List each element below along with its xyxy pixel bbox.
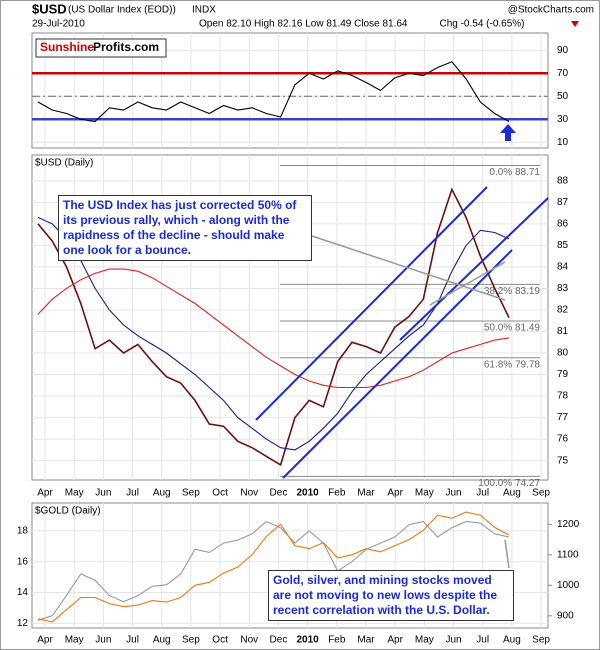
x-tick-label: Jun (445, 635, 461, 646)
down-triangle (571, 21, 579, 27)
y-tick-label: 70 (557, 68, 569, 79)
y-tick-label: 10 (557, 137, 569, 148)
x-tick-label: May (65, 488, 84, 499)
y2-tick-label: 1000 (557, 580, 580, 591)
pointer-line (311, 235, 506, 301)
series-line (37, 61, 510, 123)
y-tick-label: 88 (557, 175, 569, 186)
series-line (37, 268, 510, 389)
x-tick-label: May (415, 488, 434, 499)
fib-label: 38.2% 83.19 (484, 286, 541, 297)
y-tick-label: 79 (557, 369, 569, 380)
x-tick-label: Jun (445, 488, 461, 499)
x-tick-label: Sep (532, 488, 550, 499)
y-tick-label: 84 (557, 262, 569, 273)
x-tick-label: Mar (357, 635, 375, 646)
x-tick-label: Jun (95, 488, 111, 499)
series-line (37, 511, 510, 623)
pointer-line (429, 261, 506, 306)
y-tick-label: 75 (557, 455, 569, 466)
y-tick-label: 50 (557, 91, 569, 102)
y-tick-label: 83 (557, 283, 569, 294)
pointer-line (504, 539, 510, 569)
y-tick-label: 14 (17, 587, 29, 598)
y-tick-label: 85 (557, 240, 569, 251)
x-tick-label: 2010 (296, 488, 319, 499)
x-tick-label: May (415, 635, 434, 646)
series-line (37, 216, 510, 451)
change: Chg -0.54 (-0.65%) (439, 19, 524, 30)
trend-channel (399, 197, 549, 341)
x-tick-label: Feb (328, 635, 346, 646)
date: 29-Jul-2010 (32, 19, 85, 30)
x-tick-label: Aug (503, 635, 521, 646)
y-tick-label: 86 (557, 219, 569, 230)
x-tick-label: Aug (153, 635, 171, 646)
x-tick-label: Aug (503, 488, 521, 499)
y-tick-label: 77 (557, 412, 569, 423)
fib-label: 100.0% 74.27 (478, 478, 540, 489)
quote: Open 82.10 High 82.16 Low 81.49 Close 81… (199, 19, 408, 30)
logo-red: Sunshine (40, 40, 94, 54)
x-tick-label: Oct (212, 488, 228, 499)
trend-channel (282, 249, 513, 479)
x-tick-label: Dec (270, 488, 288, 499)
y-tick-label: 90 (557, 45, 569, 56)
x-tick-label: 2010 (296, 635, 319, 646)
panel-title: $USD (Daily) (35, 158, 93, 169)
x-tick-label: Apr (37, 488, 53, 499)
x-tick-label: Apr (387, 635, 403, 646)
source: @StockCharts.com (508, 5, 594, 16)
x-tick-label: Apr (37, 635, 53, 646)
y-tick-label: 18 (17, 525, 29, 536)
x-tick-label: Oct (212, 635, 228, 646)
x-tick-label: Mar (357, 488, 375, 499)
y2-tick-label: 1200 (557, 519, 580, 530)
x-tick-label: Sep (532, 635, 550, 646)
x-tick-label: Nov (240, 635, 258, 646)
gold-annotation: Gold, silver, and mining stocks moved ar… (268, 570, 514, 621)
y-tick-label: 82 (557, 305, 569, 316)
fib-label: 50.0% 81.49 (484, 323, 541, 334)
x-tick-label: Dec (270, 635, 288, 646)
x-tick-label: Sep (182, 488, 200, 499)
logo-box (35, 38, 167, 58)
x-tick-label: Sep (182, 635, 200, 646)
y-tick-label: 16 (17, 556, 29, 567)
x-tick-label: Apr (387, 488, 403, 499)
x-tick-label: Jul (126, 488, 139, 499)
x-tick-label: Jul (476, 488, 489, 499)
up-arrow (500, 124, 516, 141)
y-tick-label: 30 (557, 114, 569, 125)
index-name: (US Dollar Index (EOD)) (68, 5, 176, 16)
symbol: $USD (32, 1, 67, 16)
logo-black: Profits.com (93, 40, 159, 54)
panel-title: $GOLD (Daily) (35, 506, 101, 517)
x-tick-label: May (65, 635, 84, 646)
series-line (37, 187, 510, 467)
y2-tick-label: 1100 (557, 549, 579, 560)
fib-label: 61.8% 79.78 (484, 359, 541, 370)
y-tick-label: 78 (557, 391, 569, 402)
y-tick-label: 80 (557, 348, 569, 359)
x-tick-label: Feb (328, 488, 346, 499)
x-tick-label: Jul (476, 635, 489, 646)
y-tick-label: 76 (557, 434, 569, 445)
x-tick-label: Nov (240, 488, 258, 499)
y2-tick-label: 900 (557, 610, 574, 621)
x-tick-label: Jul (126, 635, 139, 646)
y-tick-label: 81 (557, 326, 569, 337)
series-line (37, 520, 510, 621)
exchange: INDX (192, 5, 216, 16)
x-tick-label: Jun (95, 635, 111, 646)
y-tick-label: 87 (557, 197, 569, 208)
x-tick-label: Aug (153, 488, 171, 499)
usd-annotation: The USD Index has just corrected 50% of … (58, 195, 312, 261)
y-tick-label: 12 (17, 618, 29, 629)
fib-label: 0.0% 88.71 (489, 167, 540, 178)
trend-channel (255, 186, 488, 421)
